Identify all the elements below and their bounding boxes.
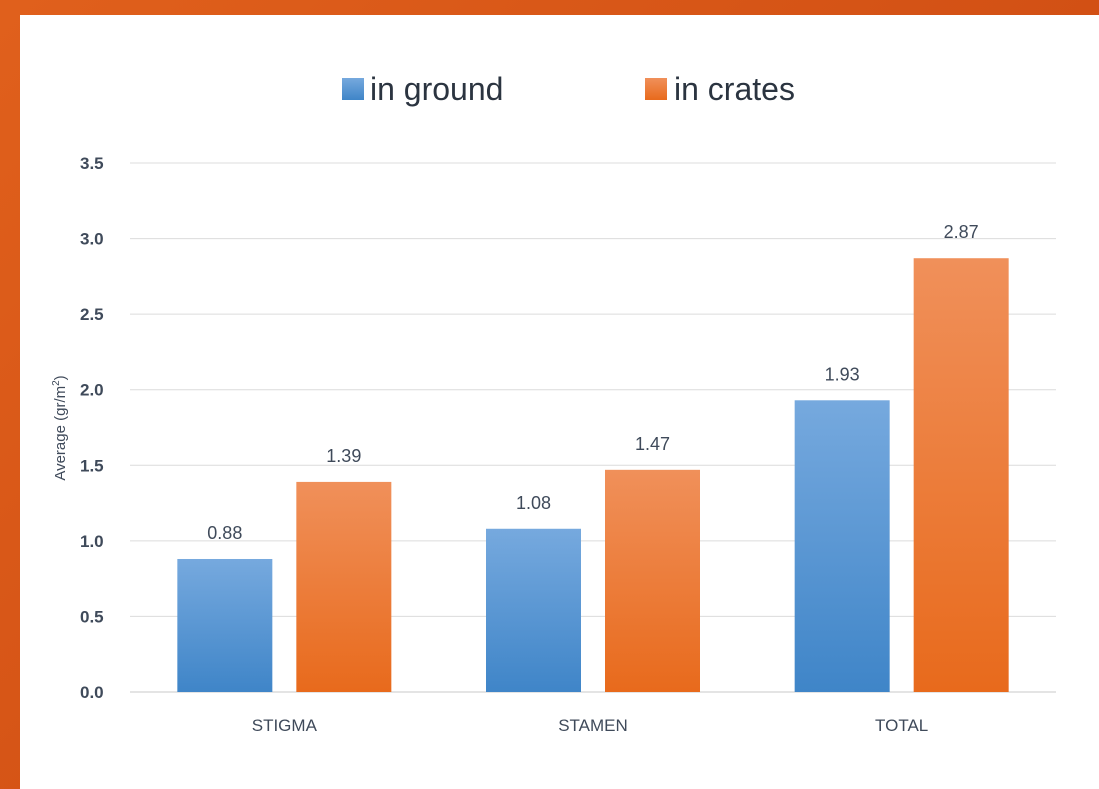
chart-panel: 0.0 0.5 1.0 1.5 2.0 2.5 3.0 3.5 0.88 1.39 1.08 1.4…	[20, 15, 1099, 789]
legend-label-in-crates: in crates	[674, 71, 795, 107]
legend-label-in-ground: in ground	[370, 71, 503, 107]
bar-in-crates-stigma	[296, 481, 392, 692]
legend-swatch-in-ground	[342, 78, 364, 100]
data-label: 0.88	[207, 523, 242, 543]
y-tick-label: 2.5	[80, 305, 104, 324]
y-tick-label: 1.5	[80, 456, 104, 475]
data-label: 1.47	[635, 434, 670, 454]
bar-in-ground-stigma	[177, 558, 273, 692]
y-tick-label: 0.5	[80, 607, 104, 626]
bar-chart: 0.0 0.5 1.0 1.5 2.0 2.5 3.0 3.5 0.88 1.39 1.08 1.4…	[51, 71, 1056, 735]
y-tick-label: 2.0	[80, 381, 104, 400]
bar-in-crates-total	[913, 258, 1009, 692]
y-tick-label: 1.0	[80, 532, 104, 551]
x-axis-categories: STIGMA STAMEN TOTAL	[252, 716, 929, 735]
bars	[177, 258, 1009, 692]
legend: in ground in crates	[342, 71, 795, 107]
bar-in-ground-total	[794, 400, 890, 692]
y-tick-label: 3.0	[80, 230, 104, 249]
data-label: 2.87	[944, 222, 979, 242]
bar-in-crates-stamen	[605, 469, 700, 692]
x-category-label: STAMEN	[558, 716, 628, 735]
data-label: 1.39	[326, 446, 361, 466]
x-category-label: TOTAL	[875, 716, 928, 735]
data-label: 1.93	[825, 364, 860, 384]
y-tick-label: 0.0	[80, 683, 104, 702]
x-category-label: STIGMA	[252, 716, 318, 735]
y-tick-label: 3.5	[80, 154, 104, 173]
bar-in-ground-stamen	[486, 528, 581, 692]
legend-swatch-in-crates	[645, 78, 667, 100]
data-labels: 0.88 1.39 1.08 1.47 1.93 2.87	[207, 222, 978, 543]
data-label: 1.08	[516, 493, 551, 513]
y-axis-ticks: 0.0 0.5 1.0 1.5 2.0 2.5 3.0 3.5	[80, 154, 104, 702]
y-axis-label: Average (gr/m2)	[51, 375, 69, 480]
gridlines	[130, 162, 1056, 693]
